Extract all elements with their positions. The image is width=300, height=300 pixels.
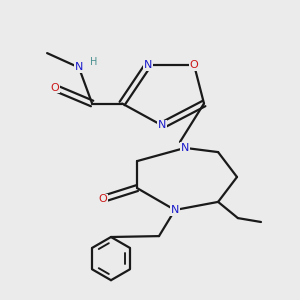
Text: N: N xyxy=(144,60,152,70)
Text: O: O xyxy=(98,194,107,205)
Text: N: N xyxy=(181,143,189,153)
Text: O: O xyxy=(190,60,199,70)
Text: H: H xyxy=(90,57,97,67)
Text: N: N xyxy=(158,120,166,130)
Text: N: N xyxy=(171,205,179,215)
Text: N: N xyxy=(75,62,83,73)
Text: O: O xyxy=(50,82,59,93)
